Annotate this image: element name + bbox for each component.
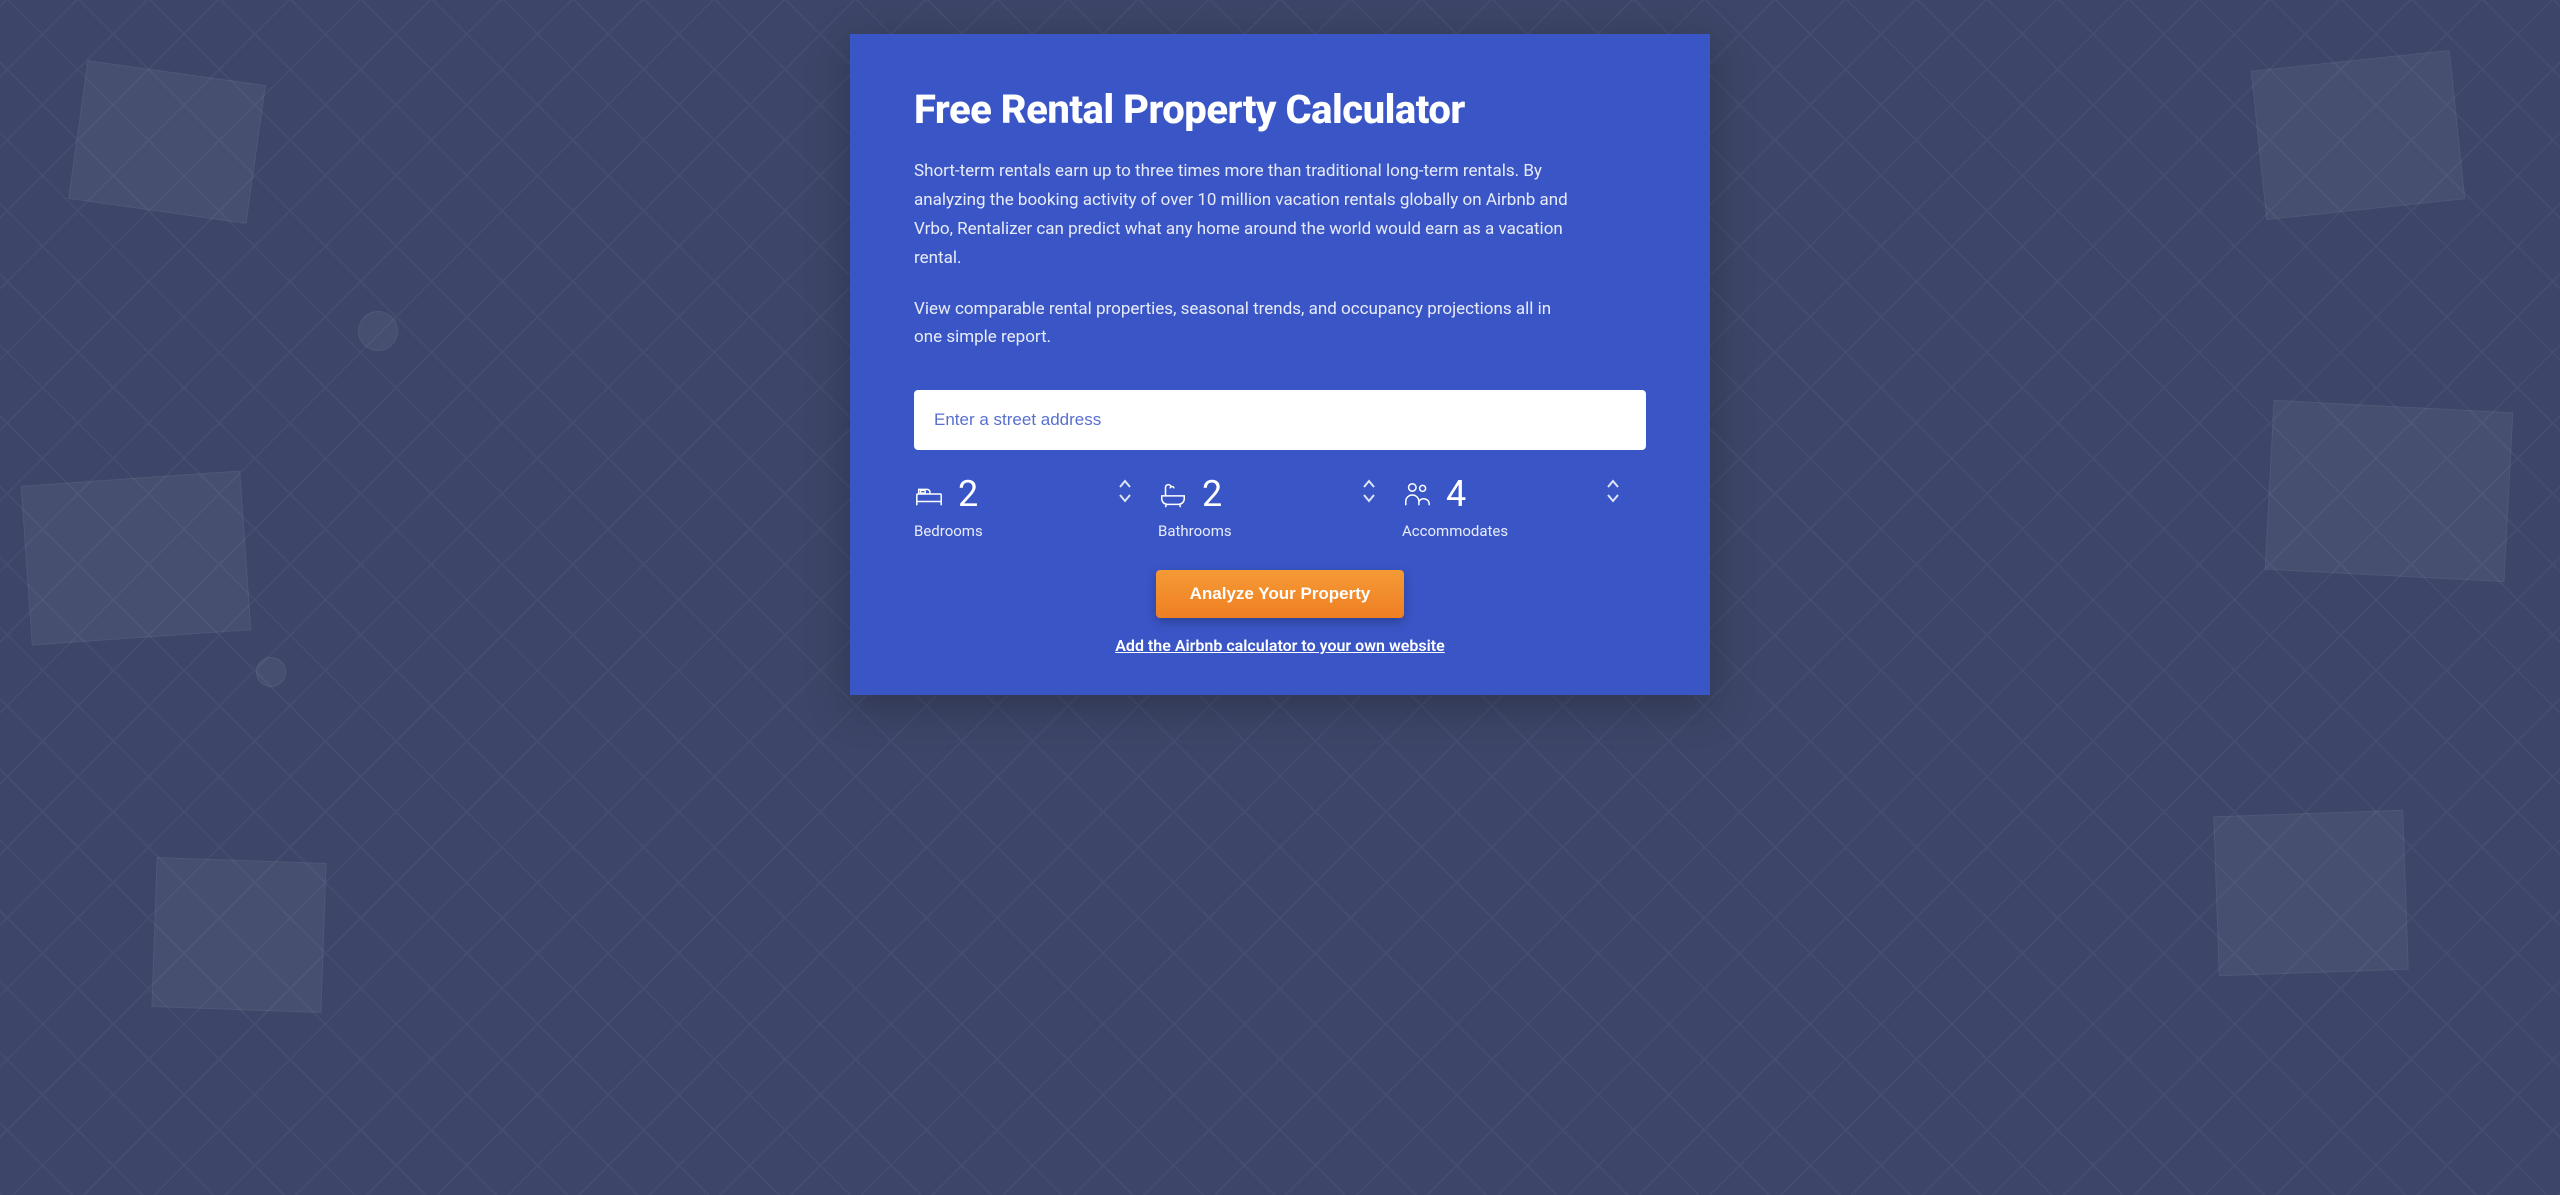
bedrooms-label: Bedrooms [914,522,1128,540]
intro-paragraph-2: View comparable rental properties, seaso… [914,295,1574,353]
people-icon [1402,479,1432,509]
intro-paragraph-1: Short-term rentals earn up to three time… [914,157,1574,273]
bedrooms-value: 2 [958,476,978,512]
accommodates-increment[interactable] [1604,478,1622,490]
add-calculator-link[interactable]: Add the Airbnb calculator to your own we… [1115,636,1444,655]
bed-icon [914,479,944,509]
calculator-card: Free Rental Property Calculator Short-te… [850,34,1710,695]
stepper-row: 2 Bedrooms [914,476,1646,540]
bathrooms-stepper: 2 Bathrooms [1158,476,1402,540]
accommodates-decrement[interactable] [1604,492,1622,504]
accommodates-value: 4 [1446,476,1466,512]
bathrooms-decrement[interactable] [1360,492,1378,504]
bedrooms-decrement[interactable] [1116,492,1134,504]
bathrooms-value: 2 [1202,476,1222,512]
bedrooms-increment[interactable] [1116,478,1134,490]
street-address-input[interactable] [914,390,1646,450]
bedrooms-stepper: 2 Bedrooms [914,476,1158,540]
accommodates-stepper: 4 Accommodates [1402,476,1646,540]
bathrooms-increment[interactable] [1360,478,1378,490]
bath-icon [1158,479,1188,509]
page-title: Free Rental Property Calculator [914,86,1646,133]
analyze-property-button[interactable]: Analyze Your Property [1156,570,1405,618]
bathrooms-label: Bathrooms [1158,522,1372,540]
accommodates-label: Accommodates [1402,522,1616,540]
